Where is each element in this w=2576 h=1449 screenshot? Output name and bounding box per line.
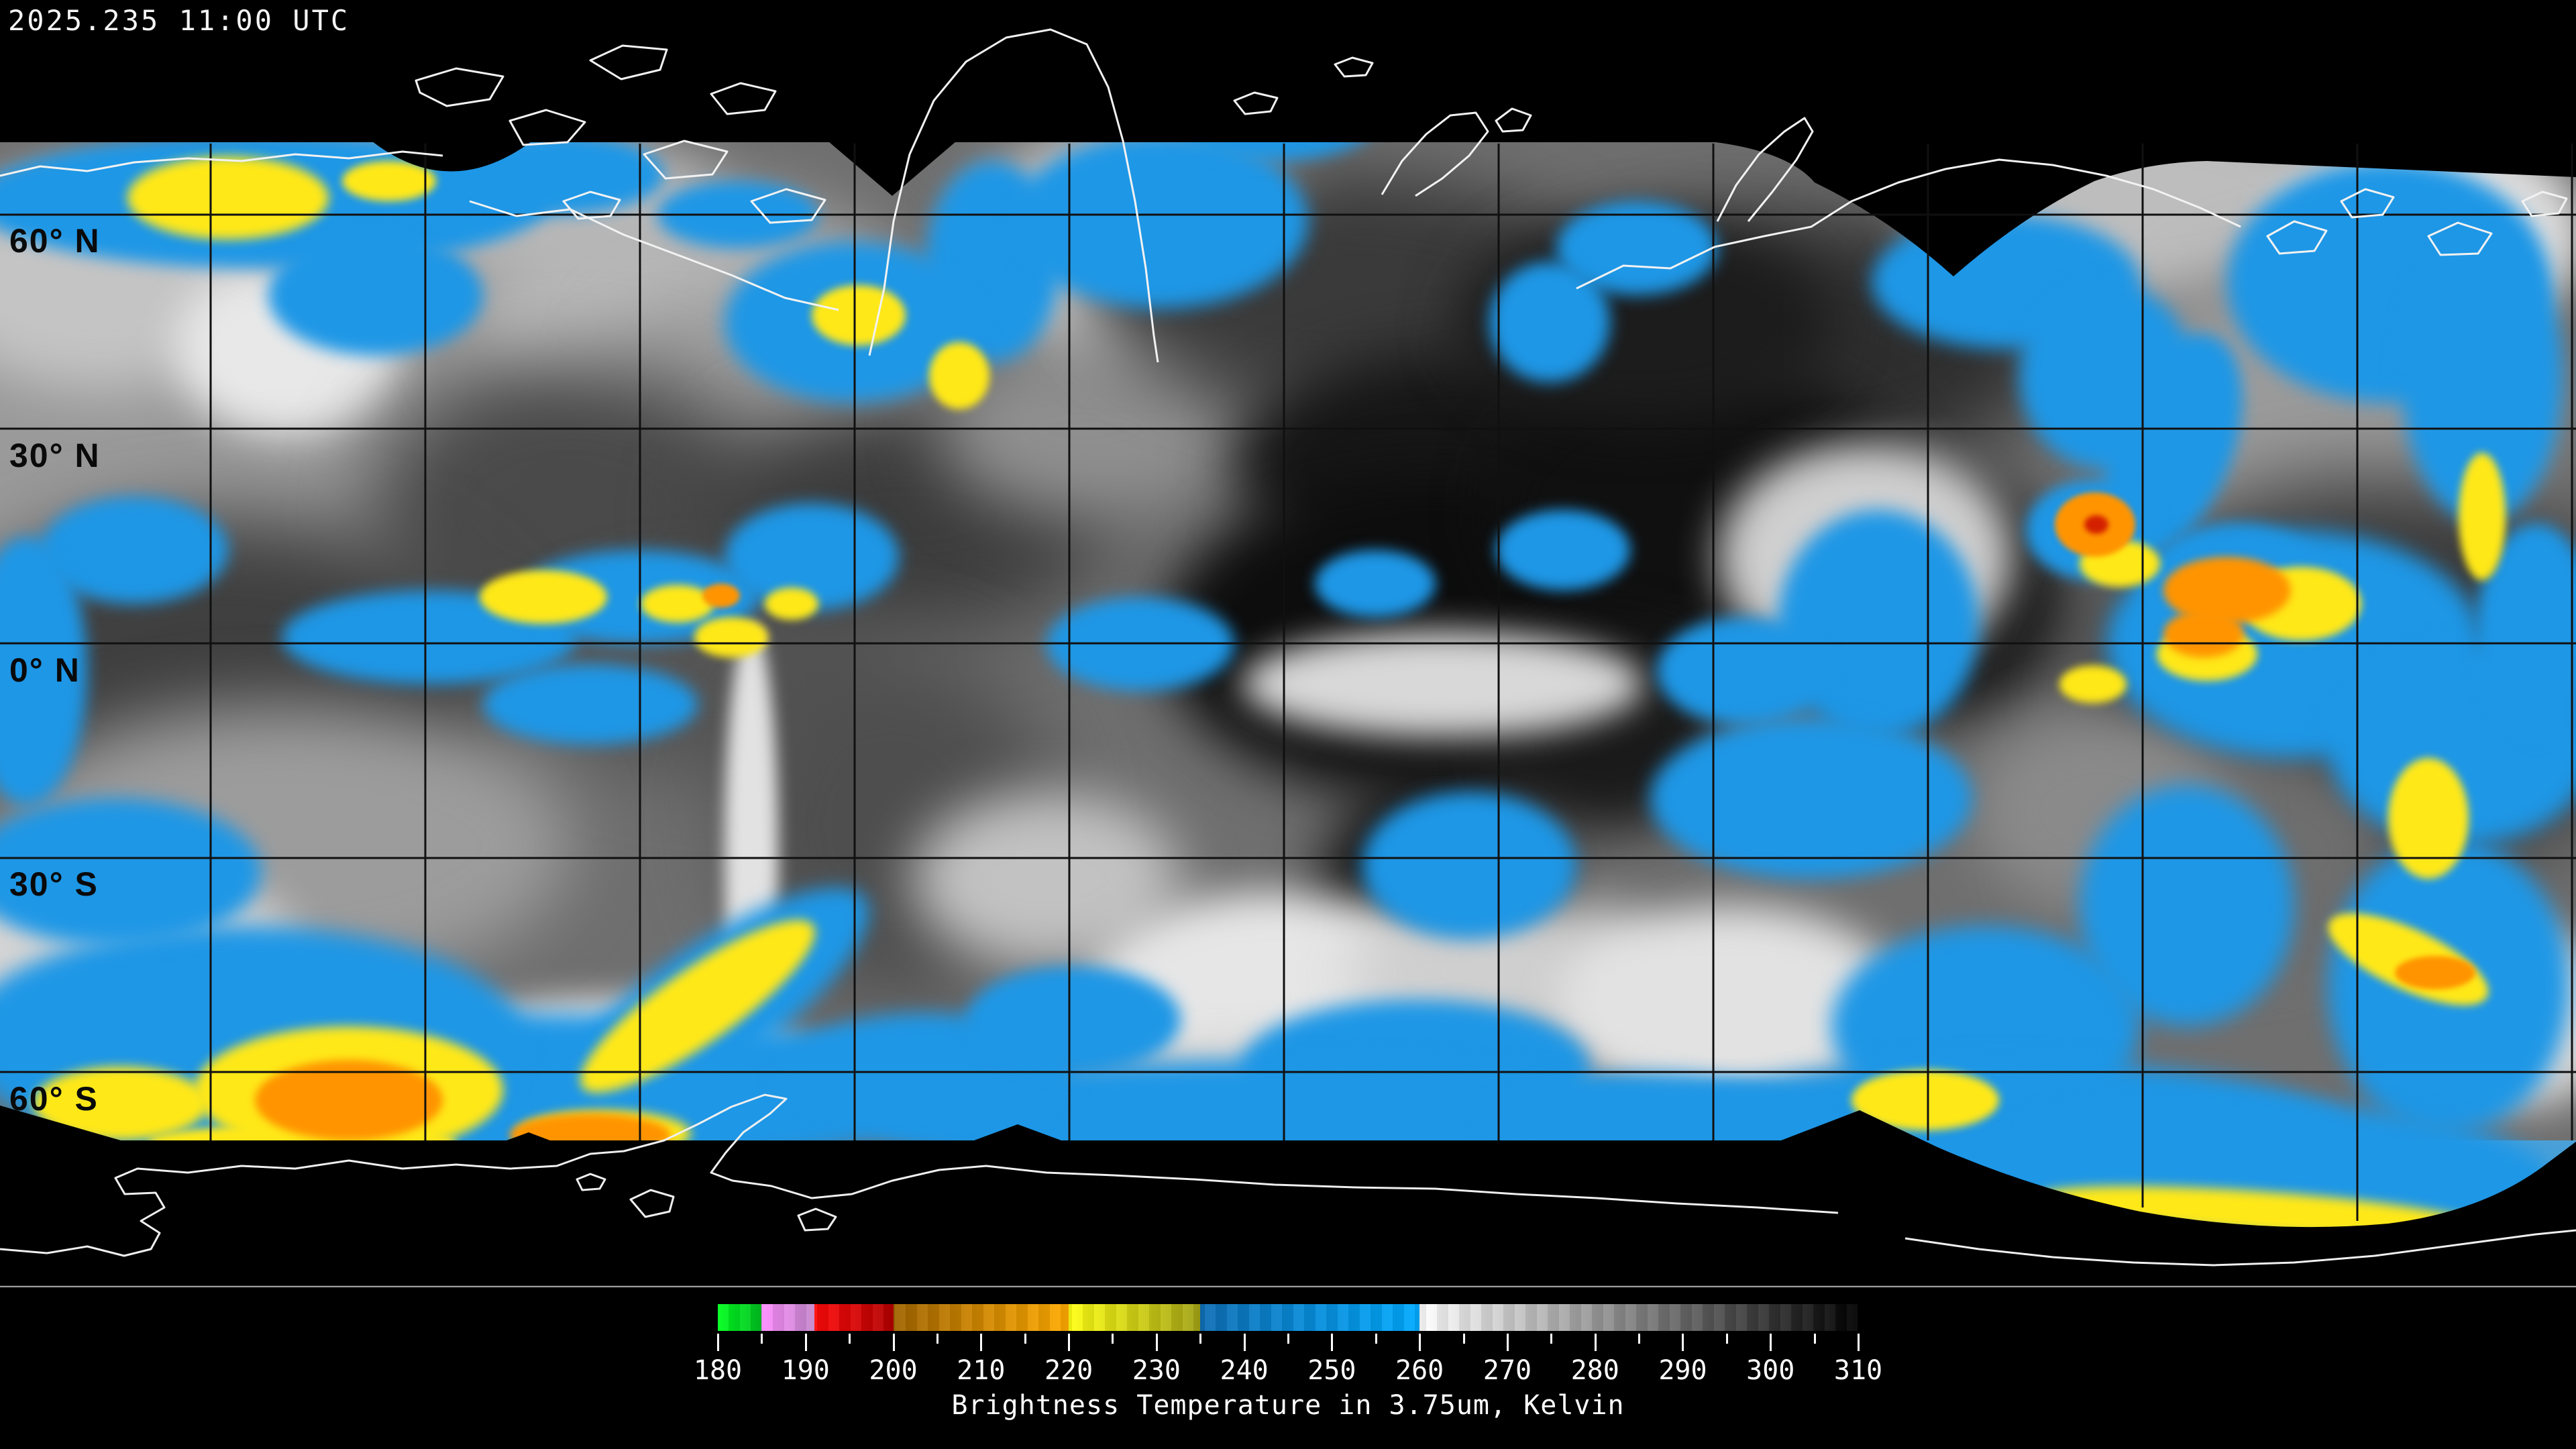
colorbar-tick xyxy=(1813,1334,1816,1344)
timestamp: 2025.235 11:00 UTC xyxy=(8,4,350,37)
colorbar-tick xyxy=(1419,1334,1421,1351)
colorbar-tick xyxy=(1462,1334,1465,1344)
colorbar-tick-label: 270 xyxy=(1483,1355,1532,1386)
colorbar-tick xyxy=(804,1334,807,1351)
colorbar-tick-label: 300 xyxy=(1746,1355,1795,1386)
latitude-label: 60° S xyxy=(9,1080,99,1118)
colorbar-tick xyxy=(1112,1334,1114,1344)
colorbar-segment xyxy=(761,1304,814,1331)
graticule xyxy=(0,144,2576,1221)
imagery-band xyxy=(0,80,2576,1275)
colorbar-tick xyxy=(1287,1334,1289,1344)
latitude-label: 0° N xyxy=(9,651,80,689)
colorbar-tick xyxy=(1024,1334,1026,1344)
colorbar-tick-label: 240 xyxy=(1220,1355,1269,1386)
colorbar-tick-label: 180 xyxy=(693,1355,743,1386)
colorbar-tick xyxy=(1506,1334,1509,1351)
satellite-map xyxy=(0,0,2576,1287)
colorbar-segment xyxy=(718,1304,762,1331)
latitude-label: 60° N xyxy=(9,221,101,260)
colorbar-step-shading xyxy=(718,1304,1858,1331)
colorbar-tick xyxy=(1594,1334,1597,1351)
colorbar-segment xyxy=(1200,1304,1420,1331)
colorbar-tick xyxy=(1331,1334,1334,1351)
colorbar-caption: Brightness Temperature in 3.75um, Kelvin xyxy=(951,1390,1625,1421)
colorbar-tick-label: 260 xyxy=(1395,1355,1444,1386)
latitude-label: 30° N xyxy=(9,436,101,474)
colorbar-tick-label: 190 xyxy=(781,1355,830,1386)
colorbar-tick xyxy=(1770,1334,1772,1351)
colorbar-segment xyxy=(893,1304,1069,1331)
colorbar-tick xyxy=(1068,1334,1071,1351)
colorbar-tick xyxy=(1638,1334,1641,1344)
colorbar-tick xyxy=(1858,1334,1860,1351)
colorbar-tick-label: 250 xyxy=(1307,1355,1356,1386)
colorbar-tick-label: 210 xyxy=(957,1355,1006,1386)
colorbar-segment xyxy=(1419,1304,1858,1331)
colorbar-tick xyxy=(717,1334,719,1351)
colorbar-segment xyxy=(814,1304,894,1331)
colorbar-tick-label: 290 xyxy=(1658,1355,1707,1386)
colorbar-tick-label: 230 xyxy=(1132,1355,1181,1386)
colorbar-tick-label: 220 xyxy=(1044,1355,1093,1386)
colorbar-tick xyxy=(761,1334,763,1344)
colorbar-tick-label: 310 xyxy=(1833,1355,1883,1386)
colorbar-tick xyxy=(1199,1334,1202,1344)
latitude-label: 30° S xyxy=(9,865,99,904)
colorbar-tick xyxy=(1155,1334,1158,1351)
colorbar-tick xyxy=(1375,1334,1377,1344)
colorbar-tick xyxy=(892,1334,895,1351)
colorbar-tick xyxy=(849,1334,851,1344)
colorbar-tick xyxy=(936,1334,938,1344)
colorbar-tick xyxy=(980,1334,983,1351)
antarctic-coastlines xyxy=(0,1093,2576,1267)
colorbar-tick xyxy=(1725,1334,1728,1344)
colorbar-bar xyxy=(718,1304,1858,1331)
colorbar-segment xyxy=(1069,1304,1201,1331)
arctic-coastlines xyxy=(0,28,2568,363)
colorbar-tick xyxy=(1243,1334,1246,1351)
colorbar: 180 190 200 210 220 230 240 250 260 270 280 290 300 3… xyxy=(694,1304,1882,1449)
colorbar-tick xyxy=(1682,1334,1684,1351)
colorbar-tick xyxy=(1550,1334,1553,1344)
colorbar-tick-label: 280 xyxy=(1570,1355,1619,1386)
colorbar-tick-label: 200 xyxy=(869,1355,918,1386)
